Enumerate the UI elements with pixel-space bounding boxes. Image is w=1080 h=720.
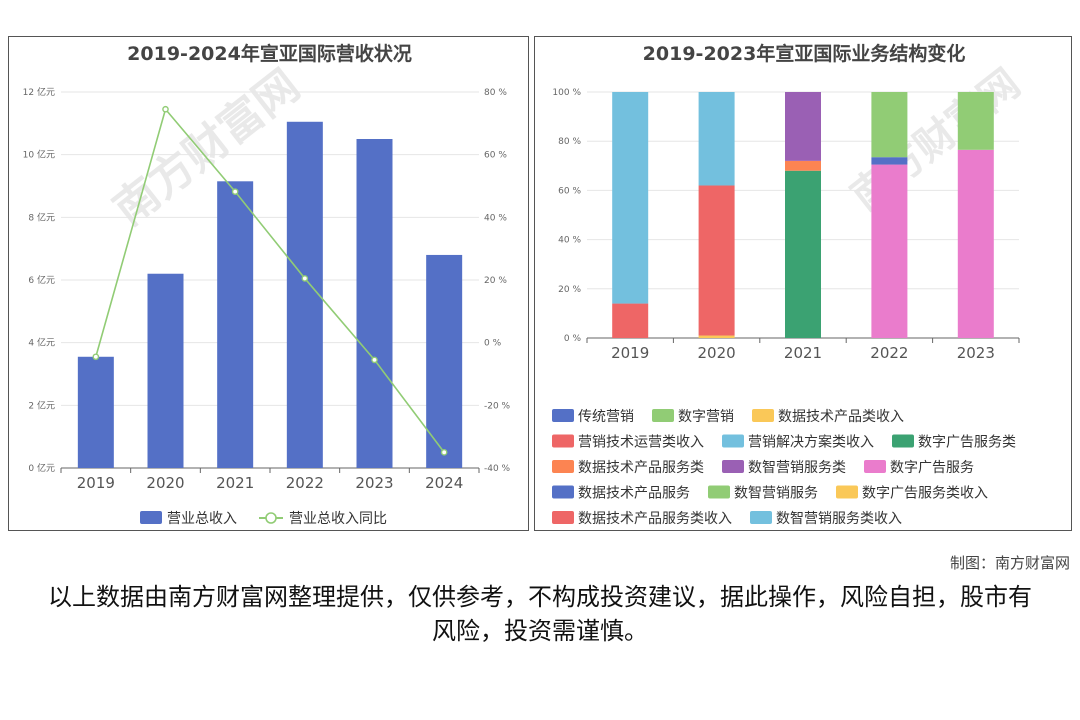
legend-swatch[interactable] bbox=[836, 485, 858, 499]
bar-revenue bbox=[147, 273, 184, 468]
legend-swatch-revenue[interactable] bbox=[140, 511, 162, 524]
x-tick-label: 2022 bbox=[870, 344, 908, 362]
disclaimer-text: 以上数据由南方财富网整理提供，仅供参考，不构成投资建议，据此操作，风险自担，股市… bbox=[48, 583, 1032, 645]
legend-label[interactable]: 营销技术运营类收入 bbox=[578, 435, 704, 451]
y-left-tick-label: 10 亿元 bbox=[23, 149, 55, 161]
legend-swatch[interactable] bbox=[864, 460, 886, 473]
y-left-tick-label: 2 亿元 bbox=[28, 399, 55, 411]
business-structure-chart-panel: 南方财富网 2019-2023年宣亚国际业务结构变化 0 % 20 % 40 % 60 %… bbox=[534, 36, 1072, 531]
y-tick-label: 0 % bbox=[564, 334, 582, 344]
legend-swatch[interactable] bbox=[552, 485, 574, 499]
legend-swatch[interactable] bbox=[552, 434, 574, 448]
bar-revenue bbox=[426, 254, 463, 468]
y-right-tick-label: 60 % bbox=[484, 151, 507, 161]
legend-swatch[interactable] bbox=[552, 409, 574, 422]
y-tick-label: 60 % bbox=[558, 186, 581, 196]
legend-label[interactable]: 数智营销服务 bbox=[734, 486, 818, 502]
point-revenue-yoy bbox=[440, 449, 448, 456]
stacked-bar-segment bbox=[785, 92, 821, 161]
legend-swatch[interactable] bbox=[552, 511, 574, 524]
y-right-tick-label: -20 % bbox=[484, 401, 511, 411]
legend-label[interactable]: 数智营销服务类收入 bbox=[776, 511, 902, 527]
y-left-tick-label: 8 亿元 bbox=[28, 211, 55, 223]
y-left-tick-label: 0 亿元 bbox=[28, 462, 55, 474]
bar-revenue bbox=[217, 181, 254, 469]
legend-swatch[interactable] bbox=[552, 460, 574, 473]
y-left-tick-label: 4 亿元 bbox=[28, 337, 55, 349]
point-revenue-yoy bbox=[371, 356, 378, 364]
line-revenue-yoy bbox=[95, 107, 445, 453]
point-revenue-yoy bbox=[162, 105, 169, 113]
point-revenue-yoy bbox=[301, 275, 309, 282]
x-tick-label: 2023 bbox=[355, 474, 393, 492]
legend-label[interactable]: 数据技术产品服务类收入 bbox=[578, 511, 732, 527]
y-right-tick-label: -40 % bbox=[484, 464, 511, 474]
legend-swatch[interactable] bbox=[722, 460, 744, 473]
revenue-chart-panel: 南方财富网 2019-2024年宣亚国际营收状况 0 亿元 2 亿元 4 亿元 6 亿元 8… bbox=[8, 36, 529, 531]
x-tick-label: 2021 bbox=[784, 344, 822, 362]
x-tick-label: 2019 bbox=[77, 474, 115, 492]
stacked-bar-segment bbox=[785, 170, 821, 338]
legend-label-revenue[interactable]: 营业总收入 bbox=[167, 511, 237, 527]
stacked-bar-segment bbox=[698, 335, 735, 338]
stacked-bar-segment bbox=[871, 157, 908, 165]
y-left-tick-label: 12 亿元 bbox=[23, 86, 55, 98]
stacked-bar-segment bbox=[957, 149, 994, 338]
legend-swatch[interactable] bbox=[708, 485, 730, 499]
legend-label[interactable]: 数据技术产品服务 bbox=[578, 486, 690, 502]
legend-label[interactable]: 数字广告服务 bbox=[890, 460, 974, 476]
legend-label[interactable]: 数据技术产品类收入 bbox=[778, 409, 904, 425]
y-right-tick-label: 20 % bbox=[484, 276, 507, 286]
legend-label[interactable]: 数字广告服务类 bbox=[918, 435, 1016, 451]
x-tick-label: 2022 bbox=[286, 474, 324, 492]
stacked-bar-segment bbox=[871, 164, 908, 338]
point-revenue-yoy bbox=[92, 353, 100, 361]
x-tick-label: 2024 bbox=[425, 474, 463, 492]
watermark-right: 南方财富网 bbox=[843, 60, 1029, 219]
bar-revenue bbox=[286, 121, 323, 469]
x-tick-label: 2019 bbox=[611, 344, 649, 362]
watermark-left: 南方财富网 bbox=[104, 60, 309, 236]
legend-label[interactable]: 数字营销 bbox=[678, 409, 734, 425]
right-chart-title: 2019-2023年宣亚国际业务结构变化 bbox=[643, 42, 966, 65]
y-tick-label: 100 % bbox=[552, 88, 581, 98]
y-tick-label: 20 % bbox=[558, 285, 581, 295]
y-left-tick-label: 6 亿元 bbox=[28, 274, 55, 286]
legend-swatch[interactable] bbox=[722, 434, 744, 448]
legend-swatch[interactable] bbox=[652, 409, 674, 422]
stacked-bar-segment bbox=[871, 92, 908, 158]
legend-swatch[interactable] bbox=[752, 409, 774, 422]
bar-revenue bbox=[77, 356, 114, 468]
stacked-bar-segment bbox=[612, 92, 649, 304]
stacked-bar-segment bbox=[785, 160, 821, 171]
legend-swatch[interactable] bbox=[750, 511, 772, 524]
y-right-tick-label: 40 % bbox=[484, 213, 507, 223]
legend-label[interactable]: 数智营销服务类 bbox=[748, 460, 846, 476]
chart-credit: 制图：南方财富网 bbox=[949, 554, 1070, 572]
legend-marker-yoy[interactable] bbox=[265, 512, 277, 524]
bar-revenue bbox=[356, 139, 393, 468]
x-tick-label: 2021 bbox=[216, 474, 254, 492]
stacked-bar-segment bbox=[698, 92, 735, 186]
point-revenue-yoy bbox=[231, 188, 239, 195]
y-right-tick-label: 0 % bbox=[484, 339, 502, 349]
legend-swatch[interactable] bbox=[892, 434, 914, 448]
y-tick-label: 40 % bbox=[558, 236, 581, 246]
stacked-bar-segment bbox=[698, 185, 735, 336]
y-tick-label: 80 % bbox=[558, 137, 581, 147]
stacked-bar-segment bbox=[957, 92, 994, 150]
x-tick-label: 2020 bbox=[698, 344, 736, 362]
x-tick-label: 2020 bbox=[146, 474, 184, 492]
y-right-tick-label: 80 % bbox=[484, 88, 507, 98]
legend-label-yoy[interactable]: 营业总收入同比 bbox=[289, 511, 387, 527]
legend-label[interactable]: 营销解决方案类收入 bbox=[748, 434, 874, 451]
left-chart-title: 2019-2024年宣亚国际营收状况 bbox=[127, 42, 412, 65]
legend-label[interactable]: 传统营销 bbox=[578, 409, 634, 425]
stacked-bar-segment bbox=[612, 303, 649, 338]
legend-label[interactable]: 数据技术产品服务类 bbox=[578, 460, 704, 476]
x-tick-label: 2023 bbox=[957, 344, 995, 362]
legend-label[interactable]: 数字广告服务类收入 bbox=[862, 486, 988, 502]
